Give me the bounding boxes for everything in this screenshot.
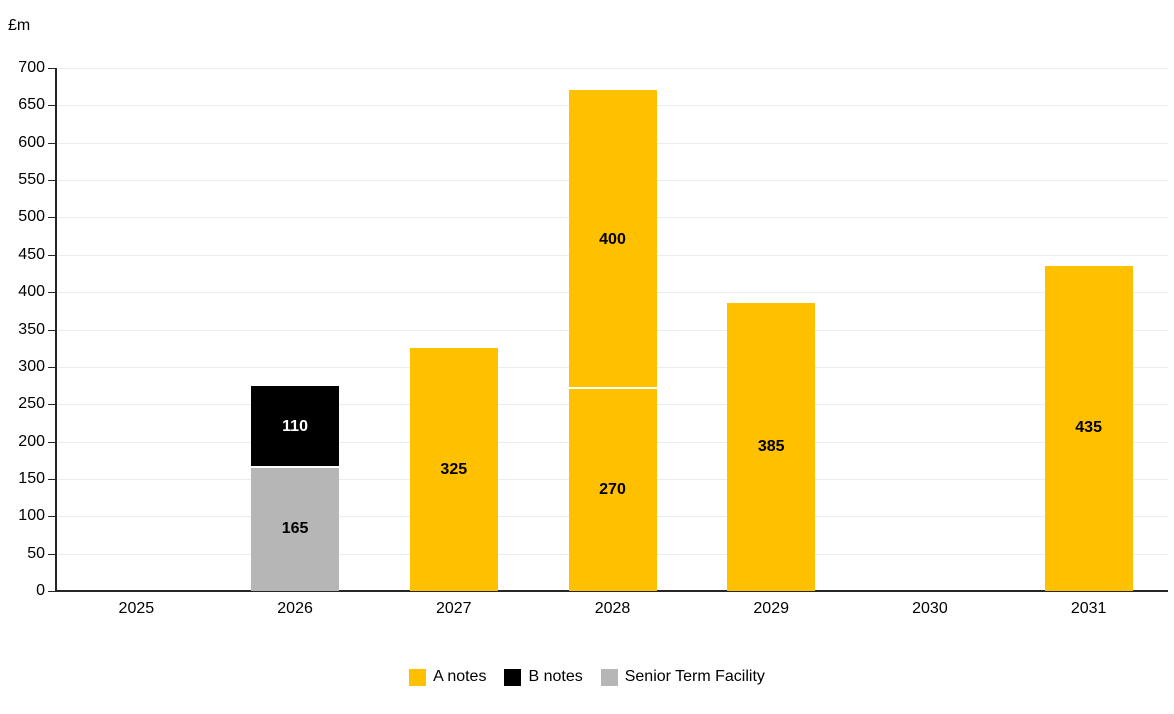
legend-label: B notes bbox=[528, 668, 583, 685]
x-axis-category-label: 2030 bbox=[912, 600, 948, 617]
bar-value-label: 385 bbox=[757, 438, 785, 456]
bar-segment bbox=[251, 385, 340, 468]
bar-segment bbox=[251, 467, 340, 591]
bar-segment bbox=[568, 389, 657, 591]
bar-segment bbox=[568, 90, 657, 390]
y-axis-tick bbox=[48, 68, 55, 69]
y-axis-tick bbox=[48, 553, 55, 555]
x-axis-category-label: 2025 bbox=[118, 600, 155, 617]
y-axis-tick bbox=[48, 329, 55, 331]
bar-value-label: 165 bbox=[281, 520, 309, 538]
y-axis-tick bbox=[48, 516, 55, 518]
y-axis-tick-label: 550 bbox=[18, 171, 45, 189]
y-axis-tick bbox=[48, 105, 55, 107]
y-axis-tick-label: 600 bbox=[18, 133, 45, 151]
y-axis-tick-label: 50 bbox=[27, 544, 45, 562]
y-axis-tick-label: 150 bbox=[18, 469, 45, 487]
y-axis-tick-label: 200 bbox=[18, 432, 45, 450]
y-axis-tick-label: 500 bbox=[18, 208, 45, 226]
y-axis-tick-label: 0 bbox=[36, 582, 45, 599]
bar-value-label: 270 bbox=[599, 481, 626, 499]
legend-label: Senior Term Facility bbox=[624, 668, 765, 685]
y-axis-tick bbox=[48, 591, 55, 592]
y-axis-tick bbox=[48, 366, 55, 368]
legend: A notes B notes Senior Term Facility bbox=[0, 668, 1174, 686]
y-axis-line bbox=[55, 68, 57, 592]
legend-label: A notes bbox=[433, 668, 487, 685]
x-axis-category-label: 2028 bbox=[594, 600, 631, 617]
y-axis-tick bbox=[48, 404, 55, 406]
bar-value-label: 435 bbox=[1075, 419, 1102, 437]
y-axis-tick bbox=[48, 478, 55, 480]
legend-item: B notes bbox=[504, 668, 583, 686]
bar-segment bbox=[727, 303, 816, 591]
y-axis-tick-label: 300 bbox=[18, 357, 45, 375]
legend-swatch-icon bbox=[504, 668, 522, 686]
bar-value-label: 110 bbox=[282, 417, 308, 435]
bar-value-label: 325 bbox=[440, 460, 468, 478]
y-axis-tick-label: 250 bbox=[18, 395, 45, 413]
y-axis-tick bbox=[48, 254, 55, 256]
y-axis-tick-label: 650 bbox=[18, 96, 45, 114]
bar-segment bbox=[409, 348, 498, 591]
x-axis-category-label: 2031 bbox=[1070, 600, 1107, 617]
y-axis-tick bbox=[48, 441, 55, 443]
y-axis-tick-label: 450 bbox=[18, 245, 45, 263]
legend-swatch-icon bbox=[600, 668, 618, 686]
legend-item: A notes bbox=[409, 668, 486, 686]
x-axis-category-label: 2026 bbox=[277, 600, 313, 617]
bar-segment bbox=[1044, 265, 1133, 591]
y-axis-tick bbox=[48, 292, 55, 294]
y-axis-tick-label: 700 bbox=[18, 59, 45, 76]
x-axis-category-label: 2029 bbox=[753, 600, 789, 617]
legend-item: Senior Term Facility bbox=[600, 668, 765, 686]
y-axis-tick-label: 100 bbox=[18, 507, 45, 525]
bar-value-label: 400 bbox=[599, 230, 626, 248]
legend-swatch-icon bbox=[409, 668, 427, 686]
y-axis-tick-label: 350 bbox=[18, 320, 45, 338]
y-axis-tick bbox=[48, 142, 55, 144]
gridline bbox=[58, 68, 1168, 69]
y-axis-tick bbox=[48, 180, 55, 182]
y-axis-unit-label: £m bbox=[8, 17, 31, 34]
x-axis-category-label: 2027 bbox=[435, 600, 472, 617]
x-axis-line bbox=[55, 590, 1168, 592]
y-axis-tick-label: 400 bbox=[18, 283, 45, 301]
y-axis-tick bbox=[48, 217, 55, 219]
